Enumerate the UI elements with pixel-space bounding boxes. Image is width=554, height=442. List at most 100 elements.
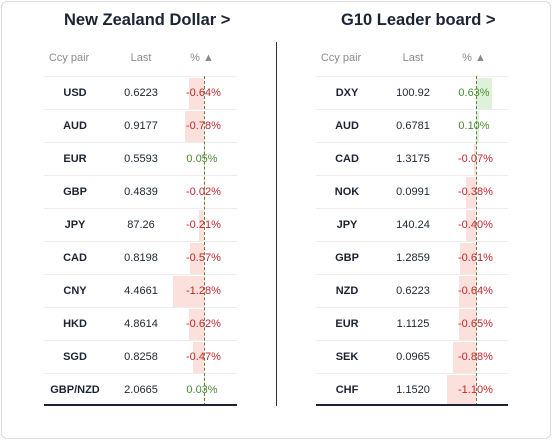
table-row[interactable]: GBP/NZD 2.0665 0.03% xyxy=(44,373,237,406)
pair-cell[interactable]: JPY xyxy=(336,219,358,231)
column-header-percent-sort[interactable]: % ▲ xyxy=(190,52,214,64)
table-header: Ccy pair Last % ▲ xyxy=(44,52,237,68)
change-bar xyxy=(173,276,204,307)
pair-cell[interactable]: AUD xyxy=(335,120,359,132)
pair-cell[interactable]: CNY xyxy=(63,285,87,297)
zero-line xyxy=(204,76,205,406)
table-row[interactable]: SEK 0.0965 -0.88% xyxy=(316,340,508,373)
column-header-pair[interactable]: Ccy pair xyxy=(48,52,90,64)
change-bar xyxy=(459,276,476,307)
change-bar xyxy=(192,342,204,373)
change-bar xyxy=(190,243,204,274)
column-header-last[interactable]: Last xyxy=(402,52,424,64)
last-price-cell: 0.5593 xyxy=(124,153,158,165)
pair-cell[interactable]: CAD xyxy=(63,252,87,264)
pair-cell[interactable]: GBP xyxy=(63,186,87,198)
percent-change-cell: 0.10% xyxy=(458,120,490,132)
table-row[interactable]: JPY 140.24 -0.40% xyxy=(316,208,508,241)
percent-change-cell: 0.05% xyxy=(186,153,218,165)
table-row[interactable]: GBP 1.2859 -0.61% xyxy=(316,241,508,274)
pair-cell[interactable]: SEK xyxy=(335,351,359,363)
table-row[interactable]: EUR 0.5593 0.05% xyxy=(44,142,237,175)
table-bottom-rule xyxy=(44,404,237,406)
last-price-cell: 0.4839 xyxy=(124,186,158,198)
table-row[interactable]: SGD 0.8258 -0.47% xyxy=(44,340,237,373)
percent-change-cell: -0.88% xyxy=(458,351,493,363)
pair-cell[interactable]: NZD xyxy=(335,285,359,297)
pair-cell[interactable]: HKD xyxy=(63,318,87,330)
pair-cell[interactable]: JPY xyxy=(64,219,86,231)
pair-cell[interactable]: AUD xyxy=(63,120,87,132)
pair-cell[interactable]: CHF xyxy=(335,384,359,396)
table-row[interactable]: GBP 0.4839 -0.02% xyxy=(44,175,237,208)
percent-change-cell: -0.21% xyxy=(186,219,221,231)
last-price-cell: 87.26 xyxy=(127,219,155,231)
table-header: Ccy pair Last % ▲ xyxy=(316,52,508,68)
change-bar xyxy=(476,78,493,109)
last-price-cell: 4.4661 xyxy=(124,285,158,297)
percent-change-cell: -0.02% xyxy=(186,186,221,198)
percent-change-cell: -0.47% xyxy=(186,351,221,363)
last-price-cell: 0.8258 xyxy=(124,351,158,363)
percent-change-cell: 0.03% xyxy=(186,384,218,396)
change-bar xyxy=(198,210,204,241)
pair-cell[interactable]: EUR xyxy=(63,153,87,165)
table-row[interactable]: NOK 0.0991 -0.38% xyxy=(316,175,508,208)
change-bar xyxy=(476,111,479,142)
pair-cell[interactable]: DXY xyxy=(335,87,359,99)
change-bar xyxy=(459,309,476,340)
last-price-cell: 0.0965 xyxy=(396,351,430,363)
change-bar xyxy=(466,177,476,208)
last-price-cell: 0.8198 xyxy=(124,252,158,264)
column-header-pair[interactable]: Ccy pair xyxy=(320,52,362,64)
table-row[interactable]: CNY 4.4661 -1.28% xyxy=(44,274,237,307)
table-row[interactable]: AUD 0.6781 0.10% xyxy=(316,109,508,142)
change-bar xyxy=(185,111,204,142)
last-price-cell: 0.9177 xyxy=(124,120,158,132)
pair-cell[interactable]: GBP/NZD xyxy=(50,384,100,396)
table-row[interactable]: USD 0.6223 -0.64% xyxy=(44,76,237,109)
percent-change-cell: -0.57% xyxy=(186,252,221,264)
last-price-cell: 2.0665 xyxy=(124,384,158,396)
table-row[interactable]: DXY 100.92 0.63% xyxy=(316,76,508,109)
table-row[interactable]: CHF 1.1520 -1.10% xyxy=(316,373,508,406)
percent-change-cell: -1.28% xyxy=(186,285,221,297)
table-row[interactable]: CAD 1.3175 -0.07% xyxy=(316,142,508,175)
column-header-percent-sort[interactable]: % ▲ xyxy=(462,52,486,64)
change-bar xyxy=(188,78,204,109)
last-price-cell: 0.6223 xyxy=(124,87,158,99)
change-bar xyxy=(453,342,476,373)
table-row[interactable]: AUD 0.9177 -0.78% xyxy=(44,109,237,142)
column-header-last[interactable]: Last xyxy=(130,52,152,64)
pair-cell[interactable]: EUR xyxy=(335,318,359,330)
pair-cell[interactable]: SGD xyxy=(63,351,87,363)
table-bottom-rule xyxy=(316,404,508,406)
last-price-cell: 100.92 xyxy=(396,87,430,99)
table-row[interactable]: EUR 1.1125 -0.65% xyxy=(316,307,508,340)
change-bar xyxy=(460,243,476,274)
g10-panel-title-link[interactable]: G10 Leader board > xyxy=(341,11,496,29)
percent-change-cell: -0.64% xyxy=(186,87,221,99)
pair-cell[interactable]: USD xyxy=(63,87,87,99)
percent-change-cell: 0.63% xyxy=(458,87,490,99)
last-price-cell: 1.1520 xyxy=(396,384,430,396)
last-price-cell: 0.6223 xyxy=(396,285,430,297)
table-row[interactable]: JPY 87.26 -0.21% xyxy=(44,208,237,241)
percent-change-cell: -0.78% xyxy=(186,120,221,132)
panel-divider xyxy=(276,42,277,406)
percent-change-cell: -0.38% xyxy=(458,186,493,198)
percent-change-cell: -1.10% xyxy=(458,384,493,396)
table-row[interactable]: HKD 4.8614 -0.62% xyxy=(44,307,237,340)
last-price-cell: 1.1125 xyxy=(396,318,430,330)
change-bar xyxy=(465,210,476,241)
nzd-panel-title-link[interactable]: New Zealand Dollar > xyxy=(64,11,231,29)
table-row[interactable]: NZD 0.6223 -0.64% xyxy=(316,274,508,307)
table-row[interactable]: CAD 0.8198 -0.57% xyxy=(44,241,237,274)
last-price-cell: 1.3175 xyxy=(396,153,430,165)
pair-cell[interactable]: CAD xyxy=(335,153,359,165)
pair-cell[interactable]: NOK xyxy=(334,186,360,198)
percent-change-cell: -0.07% xyxy=(458,153,493,165)
pair-cell[interactable]: GBP xyxy=(335,252,359,264)
last-price-cell: 4.8614 xyxy=(124,318,158,330)
